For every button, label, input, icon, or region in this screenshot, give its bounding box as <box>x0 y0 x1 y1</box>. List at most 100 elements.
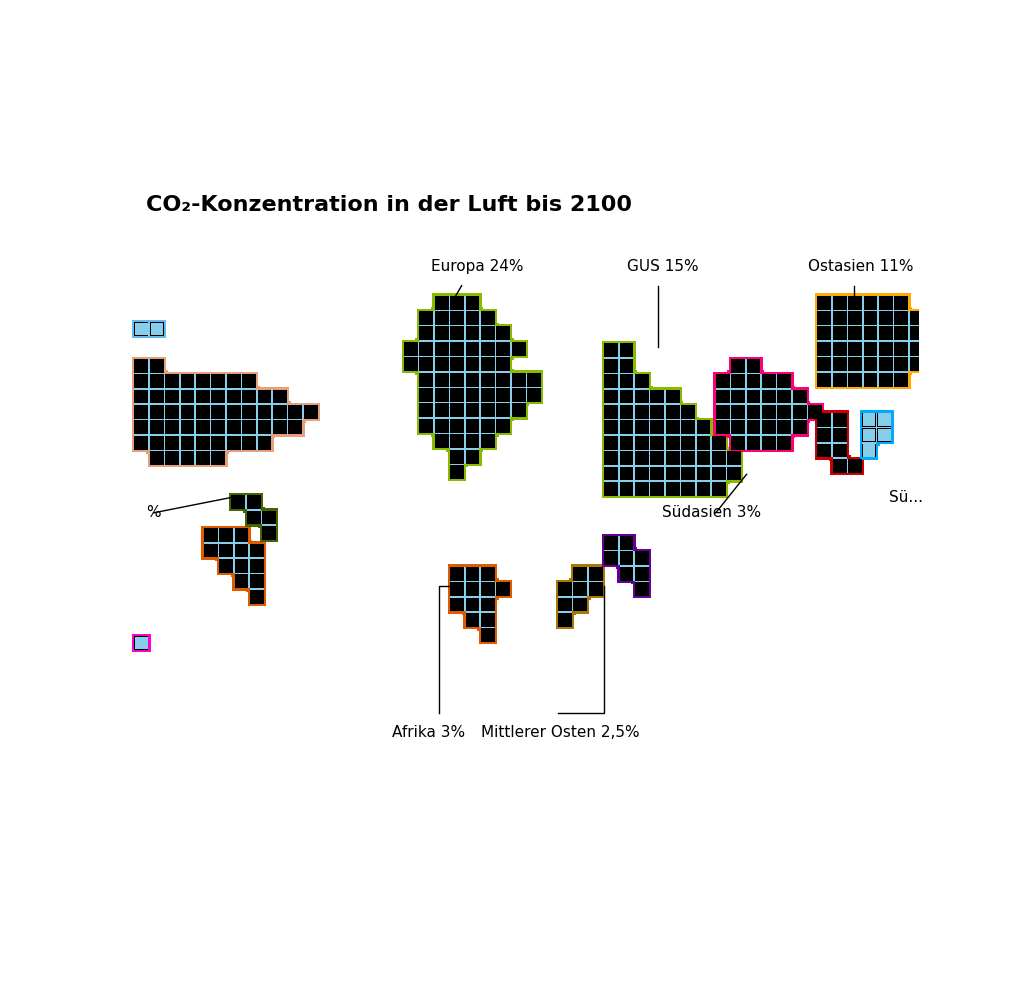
Bar <box>631 372 651 392</box>
Bar <box>833 426 847 428</box>
Bar <box>225 374 226 388</box>
Bar <box>234 575 249 589</box>
Bar <box>431 399 453 421</box>
Bar <box>650 449 665 451</box>
Bar <box>151 322 163 335</box>
Bar <box>863 372 878 386</box>
Bar <box>401 339 422 359</box>
Bar <box>893 340 894 342</box>
Bar <box>879 309 893 311</box>
Bar <box>150 403 164 405</box>
Bar <box>195 403 196 405</box>
Bar <box>665 405 666 418</box>
Bar <box>508 399 528 419</box>
Bar <box>451 583 464 596</box>
Bar <box>248 586 266 606</box>
Bar <box>150 449 164 451</box>
Bar <box>446 338 468 359</box>
Bar <box>179 435 180 449</box>
Bar <box>879 295 893 309</box>
Bar <box>680 480 681 482</box>
Bar <box>817 325 831 326</box>
Bar <box>662 432 683 453</box>
Text: GUS 15%: GUS 15% <box>628 259 698 274</box>
Bar <box>229 492 249 512</box>
Bar <box>677 402 697 422</box>
Bar <box>258 509 279 529</box>
Bar <box>617 434 620 435</box>
Bar <box>761 434 762 435</box>
Bar <box>677 447 698 468</box>
Bar <box>481 403 495 417</box>
Bar <box>150 374 164 388</box>
Bar <box>419 403 433 417</box>
Bar <box>464 342 466 355</box>
Bar <box>466 326 479 340</box>
Bar <box>202 526 221 546</box>
Bar <box>477 609 497 631</box>
Bar <box>893 355 894 357</box>
Bar <box>712 480 726 482</box>
Bar <box>477 322 499 344</box>
Bar <box>451 371 464 372</box>
Bar <box>876 307 897 328</box>
Bar <box>604 466 617 480</box>
Bar <box>762 405 776 418</box>
Bar <box>908 311 909 325</box>
Bar <box>180 435 195 449</box>
Bar <box>847 371 848 372</box>
Bar <box>512 402 525 403</box>
Bar <box>696 449 711 451</box>
Bar <box>620 550 634 552</box>
Bar <box>451 434 464 448</box>
Bar <box>481 371 495 372</box>
Bar <box>451 403 464 417</box>
Bar <box>894 325 908 326</box>
Bar <box>817 311 831 325</box>
Bar <box>226 435 241 449</box>
Bar <box>716 420 730 434</box>
Bar <box>451 326 464 340</box>
Bar <box>195 435 196 449</box>
Bar <box>497 372 510 386</box>
Bar <box>241 418 243 420</box>
Bar <box>239 416 260 438</box>
Bar <box>863 444 876 456</box>
Bar <box>681 418 695 420</box>
Bar <box>891 353 912 375</box>
Bar <box>479 372 481 386</box>
Bar <box>239 432 260 452</box>
Bar <box>217 529 219 543</box>
Bar <box>587 583 589 596</box>
Bar <box>134 405 148 418</box>
Bar <box>497 583 510 596</box>
Bar <box>165 449 179 451</box>
Bar <box>165 434 179 435</box>
Bar <box>831 355 833 357</box>
Bar <box>745 389 746 403</box>
Bar <box>845 456 864 475</box>
Bar <box>148 322 150 335</box>
Bar <box>269 416 291 436</box>
Bar <box>495 402 497 403</box>
Bar <box>180 374 195 388</box>
Bar <box>497 418 510 432</box>
Bar <box>909 342 924 355</box>
Bar <box>680 466 681 480</box>
Bar <box>615 341 636 361</box>
Bar <box>246 556 266 577</box>
Bar <box>845 322 866 344</box>
Bar <box>177 401 199 422</box>
Bar <box>758 372 779 392</box>
Bar <box>908 357 909 371</box>
Bar <box>604 434 617 435</box>
Bar <box>635 420 649 434</box>
Bar <box>731 420 745 434</box>
Bar <box>589 583 602 596</box>
Bar <box>493 399 514 421</box>
Bar <box>451 567 464 581</box>
Bar <box>604 449 617 451</box>
Bar <box>666 480 680 482</box>
Bar <box>464 309 466 311</box>
Bar <box>695 449 696 451</box>
